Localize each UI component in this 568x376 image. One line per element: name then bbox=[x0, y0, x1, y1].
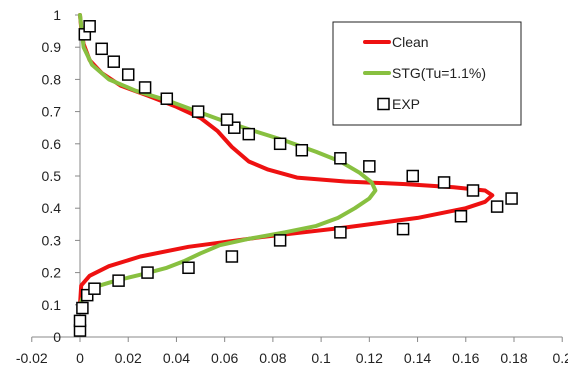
exp-point-marker bbox=[95, 42, 108, 56]
y-tick-label: 0.4 bbox=[42, 200, 62, 216]
exp-point-marker bbox=[160, 92, 174, 105]
y-tick-label: 0.1 bbox=[42, 297, 62, 313]
series-points-exp bbox=[73, 20, 518, 337]
exp-point-marker bbox=[112, 274, 125, 287]
legend-label: Clean bbox=[392, 34, 429, 50]
exp-point-marker bbox=[273, 234, 287, 247]
exp-point-marker bbox=[121, 68, 135, 81]
y-tick-label: 0.8 bbox=[42, 71, 62, 87]
x-tick-label: 0.1 bbox=[311, 350, 331, 366]
y-tick-label: 0.9 bbox=[42, 39, 62, 55]
legend-label: STG(Tu=1.1%) bbox=[392, 65, 486, 81]
x-tick-label: 0.08 bbox=[259, 350, 286, 366]
exp-point-marker bbox=[437, 176, 451, 189]
exp-point-marker bbox=[88, 282, 101, 295]
exp-point-marker bbox=[220, 113, 234, 126]
chart-axes: -0.02 0 0.02 0.04 0.06 0.08 0.1 0.12 0.14 0.16 0.1… bbox=[16, 7, 568, 366]
x-tick-label: -0.02 bbox=[16, 350, 48, 366]
exp-point-marker bbox=[406, 169, 419, 183]
exp-point-marker bbox=[454, 210, 468, 223]
x-tick-label: 0.2 bbox=[552, 350, 568, 366]
exp-point-marker bbox=[490, 200, 504, 213]
legend: Clean STG(Tu=1.1%) EXP bbox=[332, 21, 522, 126]
exp-point-marker bbox=[191, 105, 205, 118]
exp-point-marker bbox=[138, 81, 152, 94]
legend-label: EXP bbox=[392, 96, 420, 112]
exp-point-marker bbox=[182, 261, 195, 275]
exp-point-marker bbox=[242, 127, 256, 141]
x-tick-label: 0 bbox=[76, 350, 84, 366]
exp-point-marker bbox=[141, 266, 154, 279]
exp-point-marker bbox=[334, 152, 347, 165]
y-tick-label: 0.3 bbox=[42, 232, 62, 248]
legend-swatch-marker bbox=[377, 97, 390, 111]
x-tick-label: 0.16 bbox=[452, 350, 479, 366]
exp-point-marker bbox=[295, 143, 309, 157]
exp-point-marker bbox=[225, 250, 239, 263]
exp-point-marker bbox=[73, 314, 87, 328]
x-tick-label: 0.18 bbox=[500, 350, 527, 366]
x-tick-label: 0.04 bbox=[163, 350, 190, 366]
x-tick-label: 0.02 bbox=[115, 350, 142, 366]
exp-point-marker bbox=[505, 192, 518, 205]
y-tick-label: 0.7 bbox=[42, 104, 62, 120]
exp-point-marker bbox=[273, 137, 287, 151]
x-tick-label: 0.12 bbox=[356, 350, 383, 366]
y-tick-label: 0.5 bbox=[42, 168, 62, 184]
exp-point-marker bbox=[228, 121, 241, 134]
y-tick-label: 0 bbox=[53, 329, 61, 345]
x-tick-label: 0.06 bbox=[211, 350, 238, 366]
y-tick-label: 1 bbox=[53, 7, 61, 23]
y-tick-label: 0.2 bbox=[42, 265, 62, 281]
x-tick-label: 0.14 bbox=[404, 350, 431, 366]
exp-point-marker bbox=[363, 160, 376, 173]
exp-point-marker bbox=[396, 222, 410, 236]
exp-point-marker bbox=[76, 301, 89, 315]
y-tick-label: 0.6 bbox=[42, 136, 62, 152]
exp-point-marker bbox=[334, 226, 347, 239]
exp-point-marker bbox=[83, 20, 96, 33]
chart-series-layer bbox=[73, 13, 518, 337]
exp-point-marker bbox=[466, 184, 480, 197]
exp-point-marker bbox=[80, 288, 94, 302]
exp-point-marker bbox=[107, 55, 121, 68]
